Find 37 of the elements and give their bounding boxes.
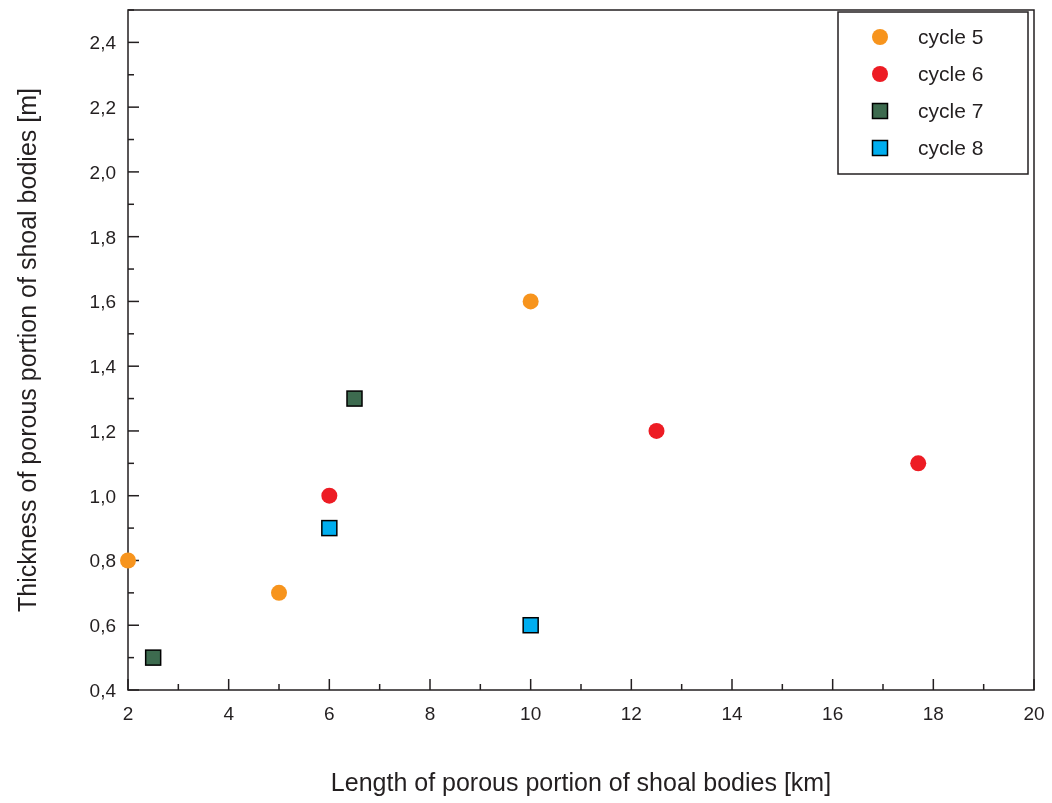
legend-label: cycle 8 <box>918 136 984 159</box>
y-tick-label: 2,4 <box>89 32 117 54</box>
point <box>910 455 927 472</box>
y-tick-label: 0,6 <box>89 615 116 637</box>
x-tick-label: 20 <box>1023 703 1045 724</box>
point <box>271 584 287 601</box>
x-tick-label: 4 <box>223 703 235 724</box>
legend-label: cycle 7 <box>918 99 984 122</box>
x-tick-label: 10 <box>520 703 542 724</box>
x-tick-label: 12 <box>620 703 642 724</box>
y-tick-label: 1,2 <box>89 420 116 442</box>
x-axis-title: Length of porous portion of shoal bodies [km] <box>330 768 832 796</box>
x-tick-label: 6 <box>324 703 335 724</box>
legend-label: cycle 6 <box>918 62 984 85</box>
y-tick-label: 0,8 <box>89 550 116 572</box>
y-tick-label: 1,4 <box>89 356 117 378</box>
y-tick-label: 2,0 <box>89 161 116 183</box>
point <box>321 487 338 504</box>
x-tick-label: 8 <box>424 703 436 724</box>
x-tick-label: 14 <box>721 703 743 724</box>
y-tick-label: 2,2 <box>89 97 116 119</box>
point <box>120 552 136 569</box>
point <box>144 649 162 666</box>
point <box>648 422 665 439</box>
x-tick-label: 18 <box>922 703 944 724</box>
y-tick-label: 1,8 <box>89 226 116 248</box>
point <box>522 293 539 310</box>
y-tick-label: 1,6 <box>89 291 116 313</box>
point <box>346 390 363 407</box>
y-axis-title: Thickness of porous portion of shoal bodies [m] <box>13 88 41 612</box>
x-tick-label: 2 <box>122 703 134 724</box>
point <box>321 519 338 537</box>
point <box>522 616 539 634</box>
legend-label: cycle 5 <box>918 25 984 48</box>
x-tick-label: 16 <box>822 703 844 724</box>
y-tick-label: 1,0 <box>89 485 116 507</box>
y-tick-label: 0,4 <box>89 680 117 701</box>
